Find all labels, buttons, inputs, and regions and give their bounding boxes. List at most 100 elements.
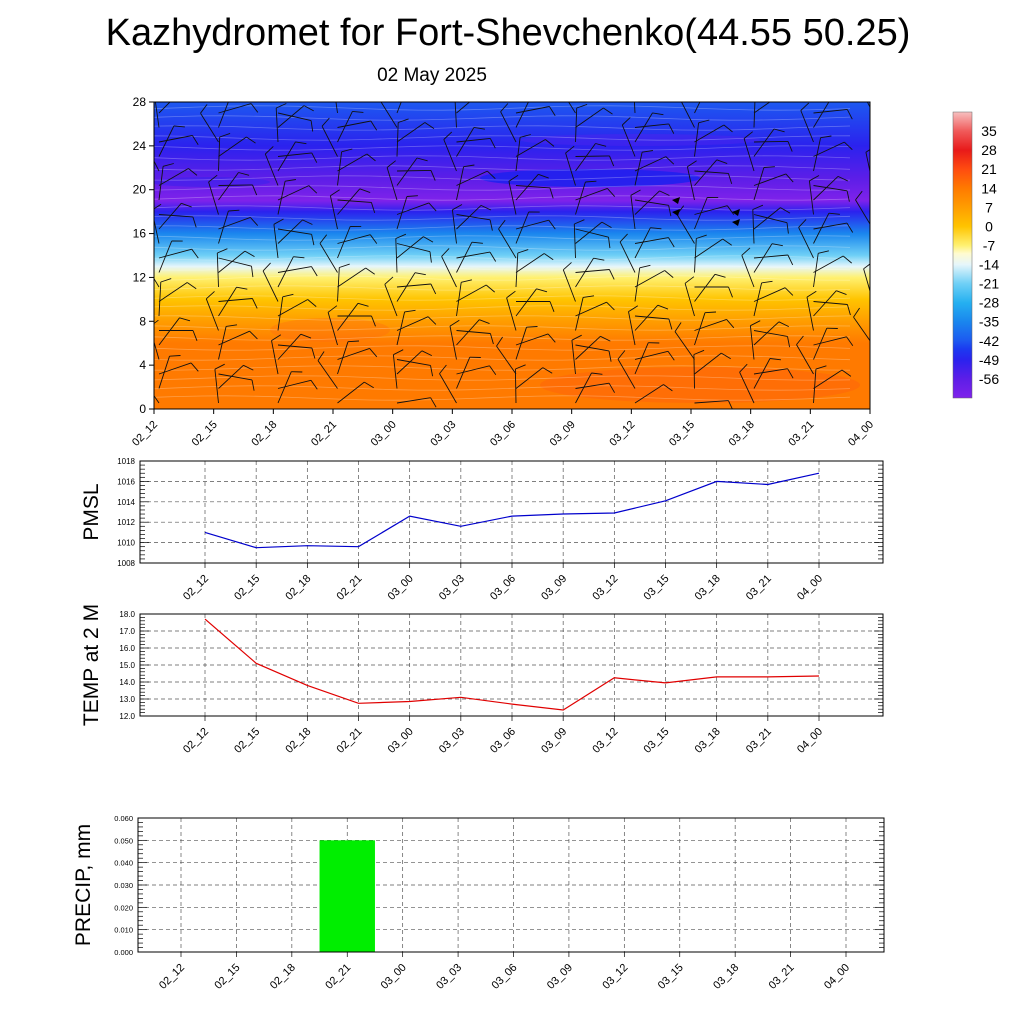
colorbar-label: -14 <box>979 257 999 273</box>
contour-line <box>154 225 851 231</box>
wind-barb <box>337 267 366 288</box>
wind-barb <box>565 152 576 186</box>
wind-barb <box>873 145 895 171</box>
wind-barb <box>500 111 517 143</box>
wind-barb-feather <box>609 155 615 167</box>
contour-cell <box>540 367 860 403</box>
wind-barb <box>337 111 353 143</box>
wind-barb-feather <box>252 184 258 196</box>
wind-barb-feather <box>761 280 773 284</box>
colorbar-label: -21 <box>979 276 999 292</box>
contour-line <box>154 235 851 241</box>
wind-barb <box>218 373 253 381</box>
wind-barb <box>218 136 247 157</box>
x-tick-label: 03_15 <box>642 573 672 603</box>
wind-barb-feather <box>489 219 493 231</box>
wind-barb-feather <box>300 333 312 339</box>
wind-barb <box>329 195 338 230</box>
wind-barb-feather <box>393 349 404 356</box>
wind-barb <box>277 333 302 360</box>
contour-line <box>154 385 851 391</box>
wind-barb-feather <box>333 74 343 79</box>
wind-barb <box>800 110 814 143</box>
wind-barb-feather <box>416 157 428 162</box>
pmsl-panel: 1008 1010 1012 1014 1016 1018 02_12 02_15 02_18 0… <box>80 457 884 603</box>
wind-barb-feather <box>276 103 287 109</box>
wind-barb-feather <box>787 368 794 379</box>
wind-barb <box>218 286 237 317</box>
wind-barb-feather <box>902 111 911 118</box>
wind-barb-feather <box>244 250 255 257</box>
wind-barb-feather <box>273 218 284 225</box>
pmsl-line <box>204 472 820 549</box>
wind-barb-feather <box>251 298 258 309</box>
wind-barb-feather <box>837 175 849 182</box>
wind-barb <box>396 272 416 302</box>
wind-barb <box>158 135 193 143</box>
x-tick-label: 02_12 <box>157 962 187 992</box>
wind-barb-feather <box>429 251 432 263</box>
wind-barb <box>694 318 727 331</box>
wind-barb-feather <box>617 350 626 360</box>
wind-barb-feather <box>565 145 575 154</box>
wind-barb <box>321 125 338 157</box>
x-tick-label: 02_21 <box>309 419 339 449</box>
wind-barb <box>214 369 219 404</box>
y-tick-label: 18.0 <box>119 610 135 619</box>
wind-barb <box>753 254 788 259</box>
x-tick-label: 03_21 <box>786 419 816 449</box>
wind-barb-feather <box>663 384 673 392</box>
y-tick-label: 16.0 <box>119 644 135 653</box>
wind-barb <box>634 123 669 128</box>
wind-barb-feather <box>687 160 697 168</box>
wind-barb-feather <box>339 263 350 268</box>
wind-barb <box>873 191 906 200</box>
wind-barb <box>395 238 398 273</box>
x-tick-label: 02_18 <box>249 419 279 449</box>
wind-barb <box>384 284 398 317</box>
wind-barb <box>396 283 431 288</box>
x-tick-label: 03_00 <box>386 726 416 756</box>
wind-barb <box>515 367 544 389</box>
x-tick-label: 02_15 <box>232 573 262 603</box>
wind-barb <box>277 228 312 235</box>
wind-barb-feather <box>208 174 218 183</box>
wind-barb-feather <box>787 336 791 348</box>
wind-barb <box>873 224 875 258</box>
wind-barb <box>218 136 221 172</box>
contour-cell <box>520 134 760 146</box>
wind-barb-feather <box>743 131 753 139</box>
wind-barb-feather <box>621 117 631 126</box>
wind-barb-feather <box>843 141 853 151</box>
wind-barb-feather <box>480 204 492 211</box>
wind-barb-feather <box>424 122 435 129</box>
wind-barb-feather <box>191 248 199 259</box>
wind-barb-feather <box>562 262 572 271</box>
wind-barb <box>337 188 361 215</box>
wind-barb <box>575 335 601 360</box>
wind-barb <box>753 243 773 273</box>
wind-barb <box>813 255 844 273</box>
wind-barb-feather <box>778 321 789 328</box>
x-tick-label: 02_21 <box>335 726 365 756</box>
wind-barb <box>813 369 843 389</box>
wind-barb-feather <box>430 170 436 181</box>
colorbar-label: 28 <box>981 142 997 158</box>
wind-barb <box>515 137 521 172</box>
wind-barb <box>396 359 431 366</box>
wind-barb <box>873 157 907 159</box>
wind-barb-feather <box>820 135 832 139</box>
wind-barb <box>813 336 847 346</box>
wind-barb <box>158 281 162 317</box>
wind-barb <box>218 250 246 273</box>
contour-line <box>154 345 851 351</box>
wind-barb <box>317 360 338 389</box>
wind-barb <box>813 185 848 192</box>
contour-line <box>154 335 851 341</box>
y-axis-title: PMSL <box>80 483 103 540</box>
wind-barb <box>873 183 886 215</box>
wind-barb-feather <box>782 94 791 100</box>
wind-barb-feather <box>549 301 555 312</box>
contour-line <box>154 175 851 181</box>
y-tick-label: 0 <box>139 402 146 416</box>
